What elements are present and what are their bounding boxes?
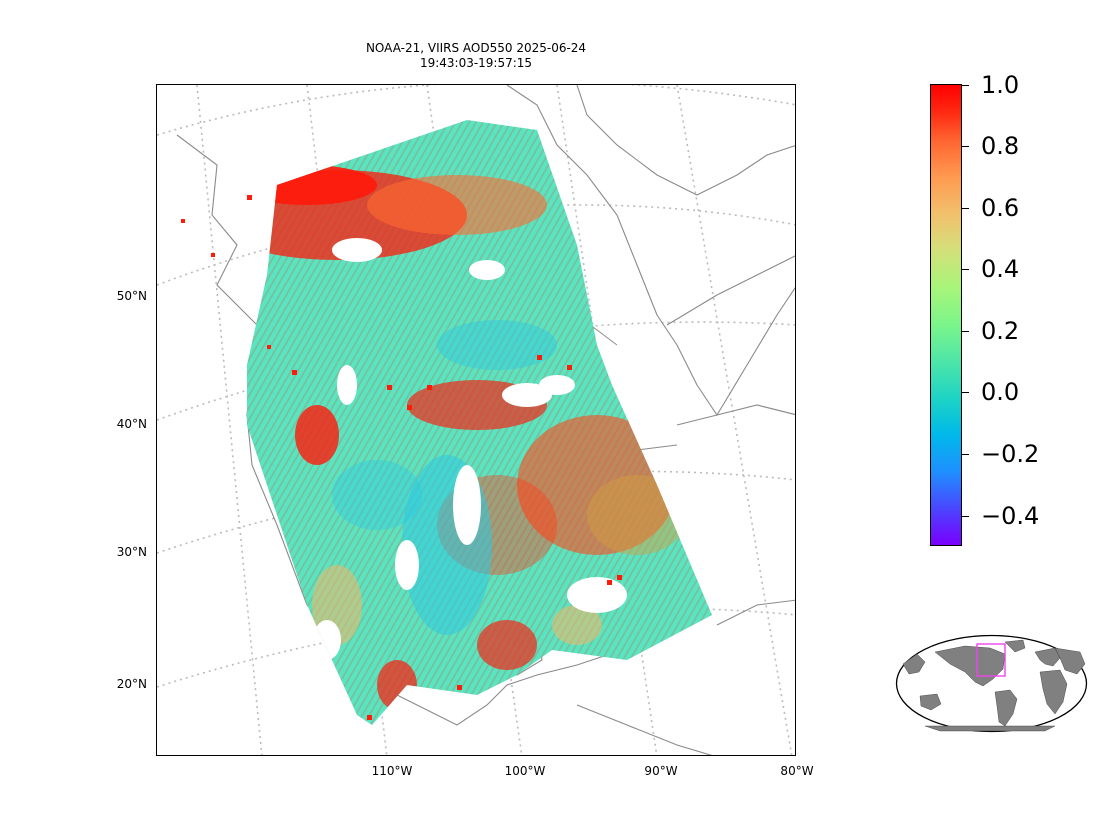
map-title: NOAA-21, VIIRS AOD550 2025-06-24 19:43:0… <box>156 41 796 71</box>
lon-label-110w: 110°W <box>371 764 413 778</box>
map-svg <box>157 85 795 755</box>
meridian-120w <box>196 85 263 755</box>
title-line-2: 19:43:03-19:57:15 <box>419 56 533 70</box>
colorbar-label: 0.8 <box>981 132 1020 160</box>
globe-locator <box>895 634 1088 733</box>
parallel-30n <box>157 470 795 554</box>
colorbar-label: −0.2 <box>981 440 1040 468</box>
colorbar-tick <box>962 269 969 271</box>
colorbar-tick <box>962 146 969 148</box>
colorbar-tick <box>962 454 969 456</box>
lat-label-30n: 30°N <box>116 545 147 559</box>
colorbar-tick <box>962 516 969 518</box>
colorbar-label: 0.0 <box>981 378 1020 406</box>
lat-label-20n: 20°N <box>116 677 147 691</box>
colorbar-label: −0.4 <box>981 502 1040 530</box>
colorbar-label: 0.6 <box>981 194 1020 222</box>
aod-swath <box>247 120 712 725</box>
colorbar-tick <box>962 392 969 394</box>
map-panel <box>156 84 796 756</box>
colorbar-tick <box>962 331 969 333</box>
colorbar-tick <box>962 85 969 87</box>
lon-label-80w: 80°W <box>780 764 814 778</box>
colorbar <box>930 84 962 546</box>
lat-label-40n: 40°N <box>116 417 147 431</box>
title-line-1: NOAA-21, VIIRS AOD550 2025-06-24 <box>365 41 587 55</box>
region-box <box>976 643 1006 677</box>
globe-locator-svg <box>895 634 1088 733</box>
aod-speckles <box>181 195 622 720</box>
lon-label-100w: 100°W <box>504 764 546 778</box>
parallel-50n <box>157 204 795 286</box>
lat-label-50n: 50°N <box>116 289 147 303</box>
lon-label-90w: 90°W <box>644 764 678 778</box>
colorbar-label: 0.4 <box>981 255 1020 283</box>
colorbar-label: 1.0 <box>981 71 1020 99</box>
colorbar-tick <box>962 208 969 210</box>
colorbar-label: 0.2 <box>981 317 1020 345</box>
